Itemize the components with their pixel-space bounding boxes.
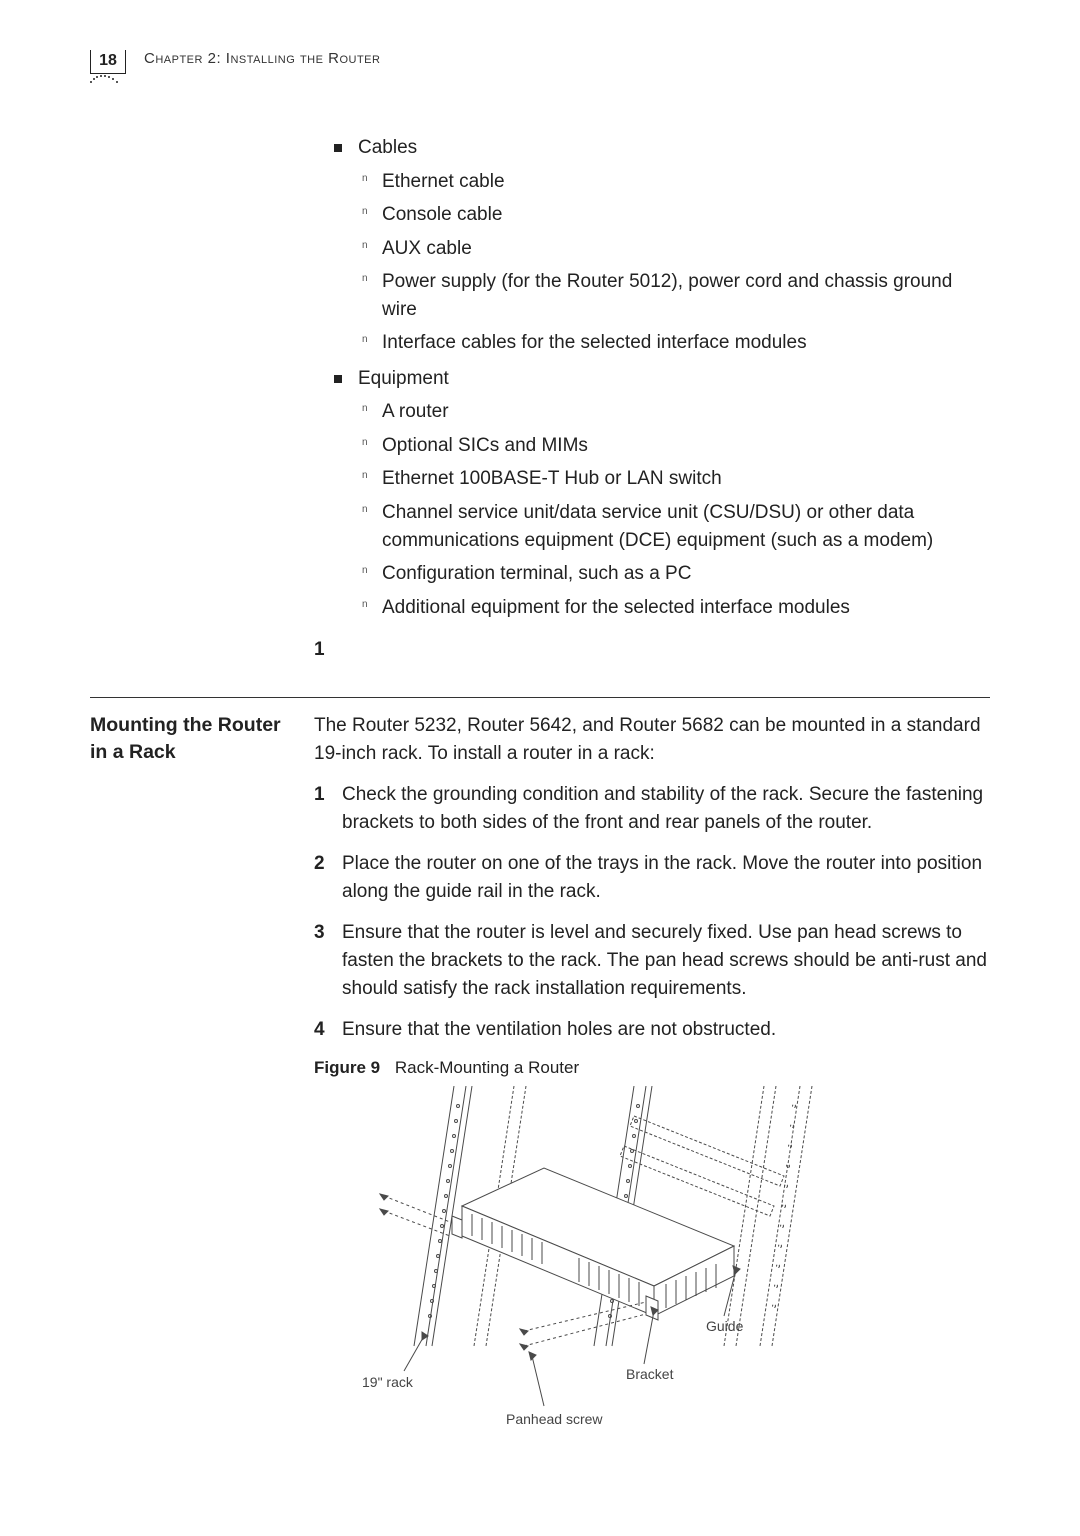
step-item: Ensure that the router is level and secu… — [314, 919, 990, 1002]
figure-caption-text: Rack-Mounting a Router — [395, 1058, 579, 1077]
figure-label: Figure 9 — [314, 1058, 380, 1077]
step-item: Check the grounding condition and stabil… — [314, 781, 990, 836]
list-item: Additional equipment for the selected in… — [358, 594, 990, 622]
list-item: Console cable — [358, 201, 990, 229]
rack-diagram-svg — [354, 1086, 834, 1436]
callout-rack: 19" rack — [362, 1374, 413, 1390]
section-intro: The Router 5232, Router 5642, and Router… — [314, 712, 990, 767]
figure-caption: Figure 9 Rack-Mounting a Router — [314, 1058, 990, 1078]
list-item: Ethernet 100BASE-T Hub or LAN switch — [358, 465, 990, 493]
callout-screw: Panhead screw — [506, 1411, 603, 1427]
equipment-sublist: A router Optional SICs and MIMs Ethernet… — [358, 398, 990, 621]
page-header: 18 Chapter 2: Installing the Router — [90, 50, 990, 74]
list-item: A router — [358, 398, 990, 426]
list-item: AUX cable — [358, 235, 990, 263]
list-item: Power supply (for the Router 5012), powe… — [358, 268, 990, 323]
bullet-cables: Cables Ethernet cable Console cable AUX … — [334, 134, 990, 357]
page-number-box: 18 — [90, 50, 126, 74]
list-item: Channel service unit/data service unit (… — [358, 499, 990, 554]
top-bullet-list: Cables Ethernet cable Console cable AUX … — [334, 134, 990, 621]
step-item: Place the router on one of the trays in … — [314, 850, 990, 905]
chapter-title: Chapter 2: Installing the Router — [144, 50, 380, 67]
decorative-dots — [90, 77, 120, 87]
cables-sublist: Ethernet cable Console cable AUX cable P… — [358, 168, 990, 357]
section-divider — [90, 697, 990, 698]
install-steps: Check the grounding condition and stabil… — [314, 781, 990, 1043]
bullet-label: Cables — [358, 137, 417, 158]
callout-guide: Guide — [706, 1318, 743, 1334]
figure-illustration: 19" rack Bracket Guide Panhead screw — [354, 1086, 834, 1476]
bullet-equipment: Equipment A router Optional SICs and MIM… — [334, 365, 990, 621]
list-item: Ethernet cable — [358, 168, 990, 196]
page-number: 18 — [99, 52, 117, 70]
list-item: Interface cables for the selected interf… — [358, 329, 990, 357]
section-heading: Mounting the Router in a Rack — [90, 712, 290, 765]
callout-bracket: Bracket — [626, 1366, 673, 1382]
list-item: Optional SICs and MIMs — [358, 432, 990, 460]
list-item: Configuration terminal, such as a PC — [358, 560, 990, 588]
step-item: Ensure that the ventilation holes are no… — [314, 1016, 990, 1044]
bullet-label: Equipment — [358, 368, 449, 389]
trailing-number: 1 — [314, 639, 990, 661]
